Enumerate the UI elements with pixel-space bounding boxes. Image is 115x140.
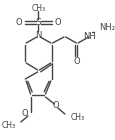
Text: O: O xyxy=(22,109,28,118)
Text: NH: NH xyxy=(82,32,95,40)
Text: N: N xyxy=(35,31,41,39)
Text: O: O xyxy=(16,18,22,26)
Text: O: O xyxy=(54,18,61,26)
Text: CH₃: CH₃ xyxy=(31,4,45,12)
Text: S: S xyxy=(35,18,41,26)
Text: NH₂: NH₂ xyxy=(98,23,114,32)
Text: CH₃: CH₃ xyxy=(70,113,84,122)
Text: O: O xyxy=(73,57,80,66)
Text: O: O xyxy=(52,102,59,110)
Text: CH₃: CH₃ xyxy=(1,121,16,130)
